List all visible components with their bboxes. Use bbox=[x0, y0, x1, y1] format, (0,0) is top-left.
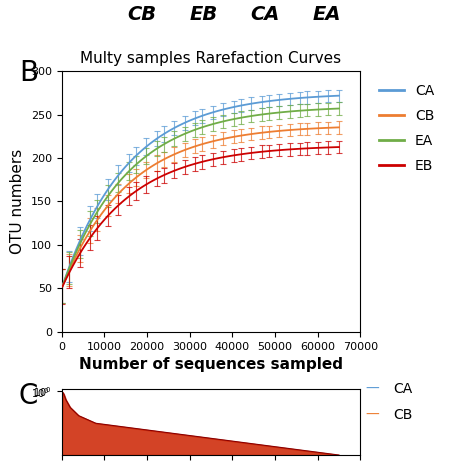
Text: B: B bbox=[19, 59, 38, 87]
Legend: CA, CB, EA, EB: CA, CB, EA, EB bbox=[373, 78, 440, 179]
X-axis label: Number of sequences sampled: Number of sequences sampled bbox=[79, 357, 343, 372]
Text: C: C bbox=[19, 382, 38, 410]
Text: CB: CB bbox=[128, 5, 157, 24]
Text: EB: EB bbox=[190, 5, 218, 24]
Text: CB: CB bbox=[393, 408, 413, 422]
Text: —: — bbox=[365, 382, 379, 396]
Title: Multy samples Rarefaction Curves: Multy samples Rarefaction Curves bbox=[81, 51, 341, 66]
Y-axis label: OTU numbers: OTU numbers bbox=[10, 149, 25, 254]
Text: EA: EA bbox=[313, 5, 341, 24]
Text: CA: CA bbox=[393, 382, 413, 396]
Text: —: — bbox=[365, 408, 379, 422]
Text: $10^0$: $10^0$ bbox=[31, 386, 49, 400]
Text: CA: CA bbox=[251, 5, 280, 24]
